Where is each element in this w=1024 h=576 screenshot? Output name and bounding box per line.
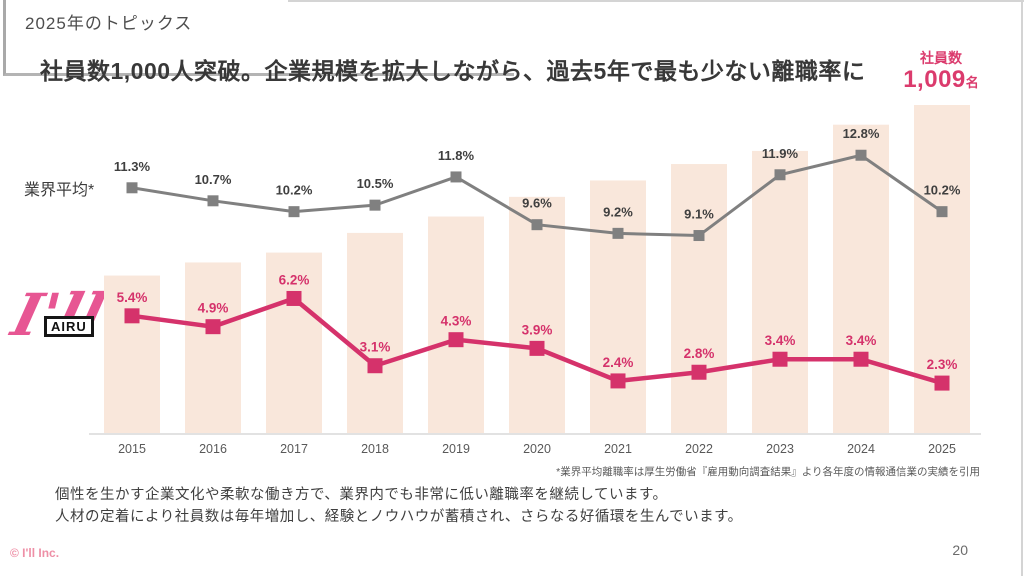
data-marker — [205, 319, 221, 335]
value-label: 4.9% — [198, 301, 229, 316]
x-axis-label: 2019 — [442, 442, 470, 456]
headcount-value: 1,009 — [903, 66, 966, 94]
data-marker — [286, 290, 302, 306]
data-marker — [853, 351, 869, 367]
industry-average-series-label: 業界平均* — [24, 182, 95, 199]
logo-airu-badge: AIRU — [44, 316, 94, 337]
value-label: 3.1% — [360, 340, 391, 355]
value-label: 10.2% — [924, 183, 961, 198]
value-label: 10.7% — [195, 172, 232, 187]
value-label: 5.4% — [117, 290, 148, 305]
employee-bar — [590, 180, 646, 433]
employee-bar — [752, 150, 808, 434]
value-label: 11.8% — [438, 148, 475, 163]
employee-bar — [428, 216, 484, 433]
x-axis-label: 2021 — [604, 442, 632, 456]
headcount-annotation: 社員数 1,009名 — [893, 50, 989, 94]
value-label: 2.8% — [684, 346, 715, 361]
employee-bar — [347, 232, 403, 433]
x-axis-label: 2025 — [928, 442, 956, 456]
data-marker — [207, 195, 219, 207]
slide-title: 社員数1,000人突破。企業規模を拡大しながら、過去5年で最も少ない離職率に — [40, 58, 866, 84]
employee-bar — [104, 275, 160, 433]
chart-footnote: *業界平均離職率は厚生労働省『雇用動向調査結果』より各年度の情報通信業の実績を引… — [556, 466, 980, 478]
x-axis-label: 2018 — [361, 442, 389, 456]
data-marker — [531, 219, 543, 231]
slide-header-label: 2025年のトピックス — [25, 14, 193, 33]
employee-bar — [833, 124, 889, 434]
company-logo: I'll AIRU — [6, 281, 124, 370]
x-axis-label: 2023 — [766, 442, 794, 456]
data-marker — [934, 375, 950, 391]
value-label: 9.1% — [684, 207, 714, 222]
value-label: 4.3% — [441, 314, 472, 329]
value-label: 11.3% — [114, 159, 151, 174]
value-label: 3.4% — [765, 333, 796, 348]
value-label: 9.6% — [522, 196, 552, 211]
x-axis-label: 2016 — [199, 442, 227, 456]
employee-bar — [509, 196, 565, 433]
data-marker — [124, 308, 140, 324]
headcount-unit: 名 — [965, 75, 979, 91]
value-label: 2.3% — [927, 357, 958, 372]
data-marker — [610, 373, 626, 389]
x-axis-label: 2024 — [847, 442, 875, 456]
value-label: 11.9% — [762, 146, 799, 161]
data-marker — [126, 182, 138, 194]
data-marker — [369, 199, 381, 211]
body-line-1: 個性を生かす企業文化や柔軟な働き方で、業界内でも非常に低い離職率を継続しています… — [55, 487, 668, 503]
value-label: 3.9% — [522, 322, 553, 337]
value-label: 6.2% — [279, 272, 310, 287]
page-number: 20 — [952, 542, 968, 558]
data-marker — [529, 340, 545, 356]
body-text: 個性を生かす企業文化や柔軟な働き方で、業界内でも非常に低い離職率を継続しています… — [55, 485, 743, 529]
slide-header: 2025年のトピックス — [3, 0, 514, 76]
frame-right-border — [1021, 0, 1023, 576]
employee-bar — [671, 164, 727, 433]
value-label: 2.4% — [603, 355, 634, 370]
value-label: 10.2% — [276, 183, 313, 198]
data-marker — [450, 171, 462, 183]
frame-top-border — [288, 0, 1024, 2]
x-axis-label: 2022 — [685, 442, 713, 456]
data-marker — [936, 206, 948, 218]
data-marker — [448, 332, 464, 348]
data-marker — [855, 149, 867, 161]
employee-bar — [266, 252, 322, 433]
data-marker — [612, 227, 624, 239]
headcount-label: 社員数 — [920, 50, 962, 66]
body-line-2: 人材の定着により社員数は毎年増加し、経験とノウハウが蓄積され、さらなる好循環を生… — [55, 508, 743, 525]
value-label: 10.5% — [357, 176, 394, 191]
turnover-chart: 2015 2016 2017 2018 2019 2020 2021 2022 2023 2024… — [85, 95, 985, 475]
data-marker — [288, 206, 300, 218]
headcount-value-row: 1,009名 — [893, 66, 989, 94]
copyright: © I'll Inc. — [10, 546, 60, 560]
x-axis-label: 2017 — [280, 442, 308, 456]
x-axis-label: 2015 — [118, 442, 146, 456]
data-marker — [772, 351, 788, 367]
data-marker — [693, 230, 705, 242]
data-marker — [691, 364, 707, 380]
data-marker — [774, 169, 786, 181]
data-marker — [367, 358, 383, 374]
value-label: 9.2% — [603, 204, 633, 219]
employee-bar — [185, 262, 241, 433]
turnover-chart-svg: 2015 2016 2017 2018 2019 2020 2021 2022 2023 2024… — [89, 105, 981, 456]
value-label: 3.4% — [846, 333, 877, 348]
x-axis-label: 2020 — [523, 442, 551, 456]
value-label: 12.8% — [843, 126, 880, 141]
